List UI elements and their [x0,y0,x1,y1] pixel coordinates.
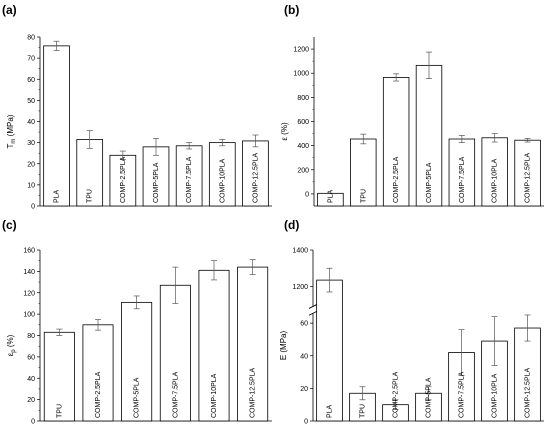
y-tick-label-d-3: 60 [300,321,308,328]
y-tick-label-b-0: 0 [305,191,309,198]
bar-d-0 [316,279,343,422]
y-tick-label-c-2: 40 [27,376,35,383]
category-label-b-6: COMP-12.5PLA [525,152,532,203]
bar-c-3 [159,284,191,422]
y-tick-label-c-1: 20 [27,397,35,404]
bar-a-1 [76,139,104,207]
y-tick-label-c-4: 80 [27,333,35,340]
y-tick-label-d-1: 20 [300,386,308,393]
category-label-d-5: COMP-10PLA [492,373,499,418]
y-tick-label-d-4: 1200 [292,284,308,291]
y-tick-label-c-3: 60 [27,354,35,361]
bar-c-0 [43,331,75,422]
category-label-c-1: COMP-2.5PLA [95,371,102,418]
category-label-b-4: COMP-7.5PLA [459,156,466,203]
bar-b-3 [415,64,443,207]
panel-letter-b: (b) [284,3,299,17]
bar-a-0 [43,45,70,207]
bar-b-4 [448,138,476,207]
y-tick-label-c-5: 100 [23,312,35,319]
category-label-d-2: COMP-2.5PLA [393,371,400,418]
bar-a-4 [175,145,203,207]
category-label-d-4: COMP-7.5PLA [459,371,466,418]
y-tick-label-a-6: 60 [27,77,35,84]
category-label-a-1: TPU [87,189,94,203]
panel-d: (d) 0 20 40 60 1200 1400 E (MPa) PLA TPU COMP-2.5… [279,218,544,426]
bar-a-2 [109,154,137,207]
category-label-b-2: COMP-2.5PLA [393,156,400,203]
bar-a-5 [208,142,236,207]
category-label-d-1: TPU [360,404,367,418]
category-label-d-6: COMP-12.5PLA [525,367,532,418]
bar-c-2 [121,301,153,422]
y-tick-label-c-8: 160 [23,248,35,255]
y-tick-label-a-0: 0 [31,204,35,211]
category-label-b-0: PLA [327,189,334,203]
bar-b-0 [317,192,344,207]
bar-b-6 [514,139,541,207]
y-tick-label-c-6: 120 [23,290,35,297]
bar-b-2 [382,77,410,207]
category-label-c-2: COMP-5PLA [134,377,141,418]
category-label-a-2: COMP-2.5PLA [120,156,127,203]
panel-c: (c) 0 20 40 60 80 100 120 140 160 εp (%) TPU COMP-2… [2,218,272,426]
bar-b-1 [350,138,377,207]
panel-letter-a: (a) [2,3,17,17]
panel-letter-d: (d) [284,218,299,232]
y-axis-label-d: E (MPa) [279,331,288,361]
panel-letter-c: (c) [2,218,17,232]
y-axis-label-a: Tm (MPa) [6,114,17,148]
y-tick-label-c-7: 140 [23,269,35,276]
category-label-c-3: COMP-7.5PLA [172,371,179,418]
y-tick-label-b-2: 400 [297,143,309,150]
axis-break-mark-lower-d [308,310,318,316]
bar-a-3 [142,146,170,207]
y-tick-label-b-4: 800 [297,95,309,102]
y-tick-label-a-1: 10 [27,182,35,189]
category-label-c-0: TPU [56,404,63,418]
y-tick-label-a-8: 80 [27,35,35,42]
y-tick-label-b-6: 1200 [293,47,309,54]
category-label-a-0: PLA [54,189,61,203]
bar-d-6 [514,327,541,422]
category-label-a-4: COMP-7.5PLA [186,156,193,203]
y-tick-label-c-0: 0 [31,419,35,426]
y-axis-label-c: εp (%) [6,334,17,356]
category-label-c-4: COMP-10PLA [211,373,218,418]
y-tick-label-b-5: 1000 [293,71,309,78]
y-tick-label-b-1: 200 [297,167,309,174]
y-tick-label-a-2: 20 [27,161,35,168]
y-axis-label-b: ε (%) [280,122,289,141]
y-tick-label-a-7: 70 [27,56,35,63]
bar-a-6 [242,140,269,207]
y-tick-label-a-3: 30 [27,140,35,147]
panel-b: (b) 0 200 400 600 800 1000 1200 ε (%) PLA TPU COMP… [280,3,544,207]
y-tick-label-a-5: 50 [27,98,35,105]
category-label-b-1: TPU [360,189,367,203]
panel-a: (a) 0 10 20 30 40 50 60 70 80 Tm (MPa) PLA TPU COMP-… [2,3,272,211]
category-label-d-3: COMP-5PLA [426,377,433,418]
bar-b-5 [481,137,508,207]
axis-break-mark-upper-d [308,304,318,309]
y-tick-label-b-3: 600 [297,119,309,126]
category-label-d-0: PLA [327,404,334,418]
y-tick-label-d-0: 0 [304,419,308,426]
category-label-a-3: COMP-5PLA [153,162,160,203]
y-tick-label-d-5: 1400 [292,248,308,255]
category-label-b-3: COMP-5PLA [426,162,433,203]
category-label-c-5: COMP-12.5PLA [250,367,257,418]
y-tick-label-a-4: 40 [27,119,35,126]
category-label-a-5: COMP-10PLA [219,158,226,203]
y-tick-label-d-2: 40 [300,353,308,360]
category-label-b-5: COMP-10PLA [492,158,499,203]
category-label-a-6: COMP-12.5PLA [252,152,259,203]
